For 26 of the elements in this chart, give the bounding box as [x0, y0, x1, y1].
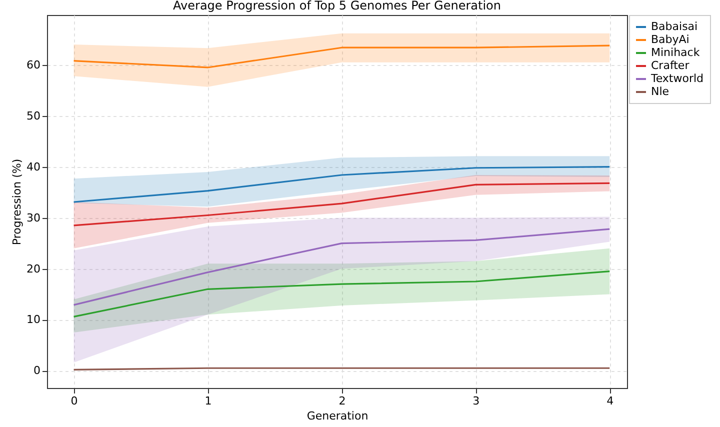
y-tick-label: 40 — [26, 160, 40, 174]
y-tick-label: 10 — [26, 313, 40, 326]
legend-label: Babaisai — [651, 20, 698, 33]
y-axis-title: Progression (%) — [10, 158, 24, 246]
y-tick-label: 0 — [34, 364, 40, 378]
x-axis-title: Generation — [306, 410, 368, 422]
x-tick-label: 3 — [472, 394, 480, 408]
legend-label: Crafter — [651, 59, 690, 72]
x-tick-label: 0 — [70, 394, 78, 408]
line-series — [72, 228, 610, 306]
legend-label: Nle — [651, 85, 670, 98]
line-series — [72, 270, 610, 318]
legend-label: Minihack — [651, 46, 700, 59]
x-tick-label: 2 — [338, 394, 346, 408]
x-tick-label: 1 — [204, 394, 212, 408]
legend-label: Textworld — [650, 72, 704, 85]
y-tick-label: 20 — [26, 262, 40, 276]
y-tick-label: 30 — [26, 211, 40, 224]
y-tick-label: 50 — [26, 109, 40, 122]
legend-label: BabyAi — [651, 33, 690, 46]
x-tick-label: 4 — [606, 394, 614, 408]
line-series — [72, 182, 610, 226]
chart-title: Average Progression of Top 5 Genomes Per Generation — [173, 0, 501, 12]
y-tick-label: 60 — [26, 58, 40, 72]
line-series — [72, 166, 610, 203]
line-series — [72, 44, 610, 68]
